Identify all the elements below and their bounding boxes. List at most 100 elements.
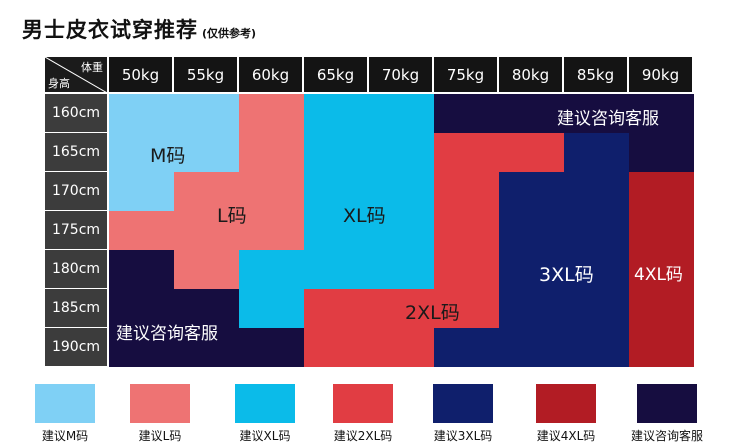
size-cell (109, 211, 174, 250)
size-cell (109, 289, 174, 328)
size-cell (564, 328, 629, 367)
page-title: 男士皮衣试穿推荐 (仅供参考) (22, 14, 256, 44)
height-header-180cm: 180cm (45, 250, 109, 289)
size-cell (369, 250, 434, 289)
title-text: 男士皮衣试穿推荐 (22, 18, 198, 42)
size-cell (109, 250, 174, 289)
size-cell (629, 133, 694, 172)
size-cell (174, 289, 239, 328)
size-cell (629, 289, 694, 328)
size-cell (109, 328, 174, 367)
size-cell (239, 172, 304, 211)
size-cell (629, 328, 694, 367)
size-cell (369, 172, 434, 211)
size-cell (369, 289, 434, 328)
size-cell (304, 172, 369, 211)
size-cell (564, 172, 629, 211)
size-cell (629, 250, 694, 289)
weight-header-80kg: 80kg (499, 57, 564, 94)
height-header-175cm: 175cm (45, 211, 109, 250)
size-cell (564, 250, 629, 289)
size-cell (629, 211, 694, 250)
size-chart-grid: 体重 身高 50kg 55kg 60kg 65kg 70kg 75kg 80kg 85kg 90… (45, 57, 695, 368)
legend-swatch (130, 384, 190, 423)
size-cell (499, 133, 564, 172)
legend-item: 建议M码 (35, 384, 95, 444)
size-cell (304, 328, 369, 367)
size-cell (304, 289, 369, 328)
height-header-190cm: 190cm (45, 328, 109, 367)
legend-label: 建议XL码 (239, 429, 291, 443)
legend-swatch (333, 384, 393, 423)
legend-item: 建议L码 (130, 384, 190, 444)
legend-item: 建议3XL码 (433, 384, 493, 444)
weight-header-75kg: 75kg (434, 57, 499, 94)
weight-axis-label: 体重 (81, 61, 103, 74)
size-cell (369, 133, 434, 172)
size-cell (304, 250, 369, 289)
legend-label: 建议咨询客服 (630, 429, 704, 443)
size-cell (629, 94, 694, 133)
height-axis-label: 身高 (48, 77, 70, 90)
size-cell (564, 211, 629, 250)
size-cell (304, 94, 369, 133)
weight-header-70kg: 70kg (369, 57, 434, 94)
size-cell (239, 289, 304, 328)
legend-label: 建议3XL码 (433, 429, 493, 443)
size-cell (499, 94, 564, 133)
legend-swatch (235, 384, 295, 423)
legend-swatch (536, 384, 596, 423)
size-cell (564, 133, 629, 172)
legend-label: 建议L码 (138, 429, 182, 443)
size-cell (434, 172, 499, 211)
size-cell (174, 250, 239, 289)
size-cell (239, 133, 304, 172)
size-cell (239, 94, 304, 133)
size-cell (499, 250, 564, 289)
size-cell (369, 211, 434, 250)
subtitle-text: (仅供参考) (202, 27, 257, 40)
legend-swatch (35, 384, 95, 423)
size-cell (109, 94, 174, 133)
size-cell (304, 211, 369, 250)
legend-swatch (433, 384, 493, 423)
size-cell (434, 94, 499, 133)
size-cell (174, 211, 239, 250)
legend-label: 建议M码 (41, 429, 89, 443)
size-cell (499, 328, 564, 367)
legend-label: 建议4XL码 (536, 429, 596, 443)
legend-label: 建议2XL码 (333, 429, 393, 443)
weight-header-85kg: 85kg (564, 57, 629, 94)
size-cell (564, 94, 629, 133)
size-cell (369, 94, 434, 133)
legend-item: 建议4XL码 (536, 384, 596, 444)
diagonal-divider (45, 57, 107, 92)
size-cell (434, 250, 499, 289)
height-header-165cm: 165cm (45, 133, 109, 172)
size-cell (629, 172, 694, 211)
size-cell (499, 211, 564, 250)
size-cell (434, 133, 499, 172)
size-cell (499, 289, 564, 328)
size-cell (174, 328, 239, 367)
legend-item: 建议2XL码 (333, 384, 393, 444)
height-header-160cm: 160cm (45, 94, 109, 133)
legend-item: 建议XL码 (235, 384, 295, 444)
size-cell (109, 133, 174, 172)
size-cell (434, 289, 499, 328)
size-cell (434, 211, 499, 250)
weight-header-50kg: 50kg (109, 57, 174, 94)
size-cell (174, 133, 239, 172)
size-cell (564, 289, 629, 328)
legend-item: 建议咨询客服 (631, 384, 703, 444)
height-header-170cm: 170cm (45, 172, 109, 211)
weight-header-65kg: 65kg (304, 57, 369, 94)
corner-header-cell: 体重 身高 (45, 57, 109, 94)
size-cell (109, 172, 174, 211)
size-cell (304, 133, 369, 172)
size-cell (174, 172, 239, 211)
weight-header-55kg: 55kg (174, 57, 239, 94)
size-cell (239, 328, 304, 367)
size-cell (239, 250, 304, 289)
height-header-185cm: 185cm (45, 289, 109, 328)
